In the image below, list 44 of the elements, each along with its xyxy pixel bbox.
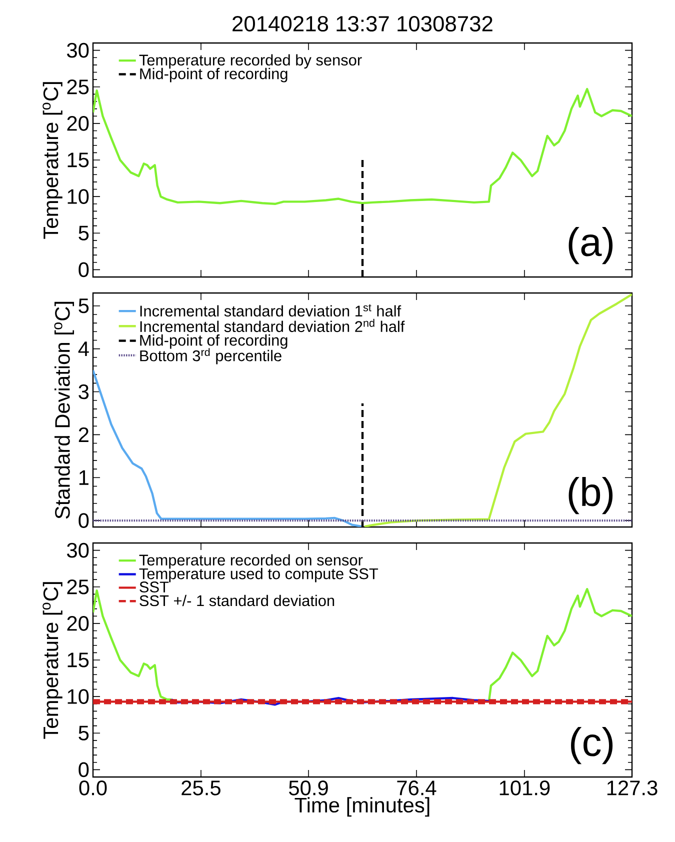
y-tick-label: 30 <box>67 42 89 58</box>
chart-title: 20140218 13:37 10308732 <box>232 16 492 32</box>
y-axis-title: Standard Deviation [$^{o}$C] <box>54 302 74 519</box>
x-tick-label: 50.9 <box>289 780 328 796</box>
x-axis-title: Time [minutes] <box>294 797 430 817</box>
y-tick-label: 25 <box>67 579 89 594</box>
y-tick-label: 0 <box>78 762 89 778</box>
y-tick-label: 30 <box>67 542 89 558</box>
legend-label: Temperature recorded by sensor <box>139 54 362 69</box>
y-tick-label: 1 <box>79 470 88 485</box>
annotation: (a) <box>568 227 613 264</box>
legend-label: Mid-point of recording <box>140 68 288 82</box>
legend-label: Bottom 3$^{rd}$ percentile <box>140 348 282 364</box>
y-axis-title: Temperature [$^{o}$C] <box>42 82 62 239</box>
legend-label: Incremental standard deviation 2$^{nd}$ half <box>140 318 405 332</box>
legend-label: Temperature used to compute SST <box>139 568 378 582</box>
y-tick-label: 25 <box>67 79 89 94</box>
annotation: (b) <box>568 477 613 514</box>
legend-label: SST +/- 1 standard deviation <box>140 594 334 606</box>
x-tick-label: 25.5 <box>182 780 220 796</box>
y-tick-label: 20 <box>67 116 89 131</box>
annotation: (c) <box>571 727 613 764</box>
legend-label: SST <box>140 582 169 592</box>
legend-label: Temperature recorded on sensor <box>139 554 363 569</box>
y-tick-label: 10 <box>68 189 89 204</box>
y-tick-label: 0 <box>78 513 89 528</box>
y-tick-label: 15 <box>68 652 89 668</box>
y-tick-label: 5 <box>78 726 89 740</box>
y-tick-label: 20 <box>67 616 89 631</box>
x-tick-label: 127.3 <box>607 780 658 796</box>
y-tick-label: 0 <box>78 262 89 278</box>
x-tick-label: 101.9 <box>500 780 550 796</box>
y-tick-label: 15 <box>68 152 89 168</box>
x-tick-label: 76.4 <box>397 780 436 796</box>
legend-label: Mid-point of recording <box>140 334 288 349</box>
x-tick-label: 0.0 <box>79 780 107 796</box>
legend-label: Incremental standard deviation 1$^{st}$ half <box>140 304 402 317</box>
y-tick-label: 4 <box>78 342 89 356</box>
y-tick-label: 3 <box>78 384 89 400</box>
y-axis-title: Temperature [$^{o}$C] <box>42 582 62 739</box>
y-tick-label: 5 <box>78 298 89 314</box>
y-tick-label: 5 <box>78 226 89 240</box>
y-tick-label: 2 <box>78 427 88 442</box>
y-tick-label: 10 <box>68 689 89 704</box>
